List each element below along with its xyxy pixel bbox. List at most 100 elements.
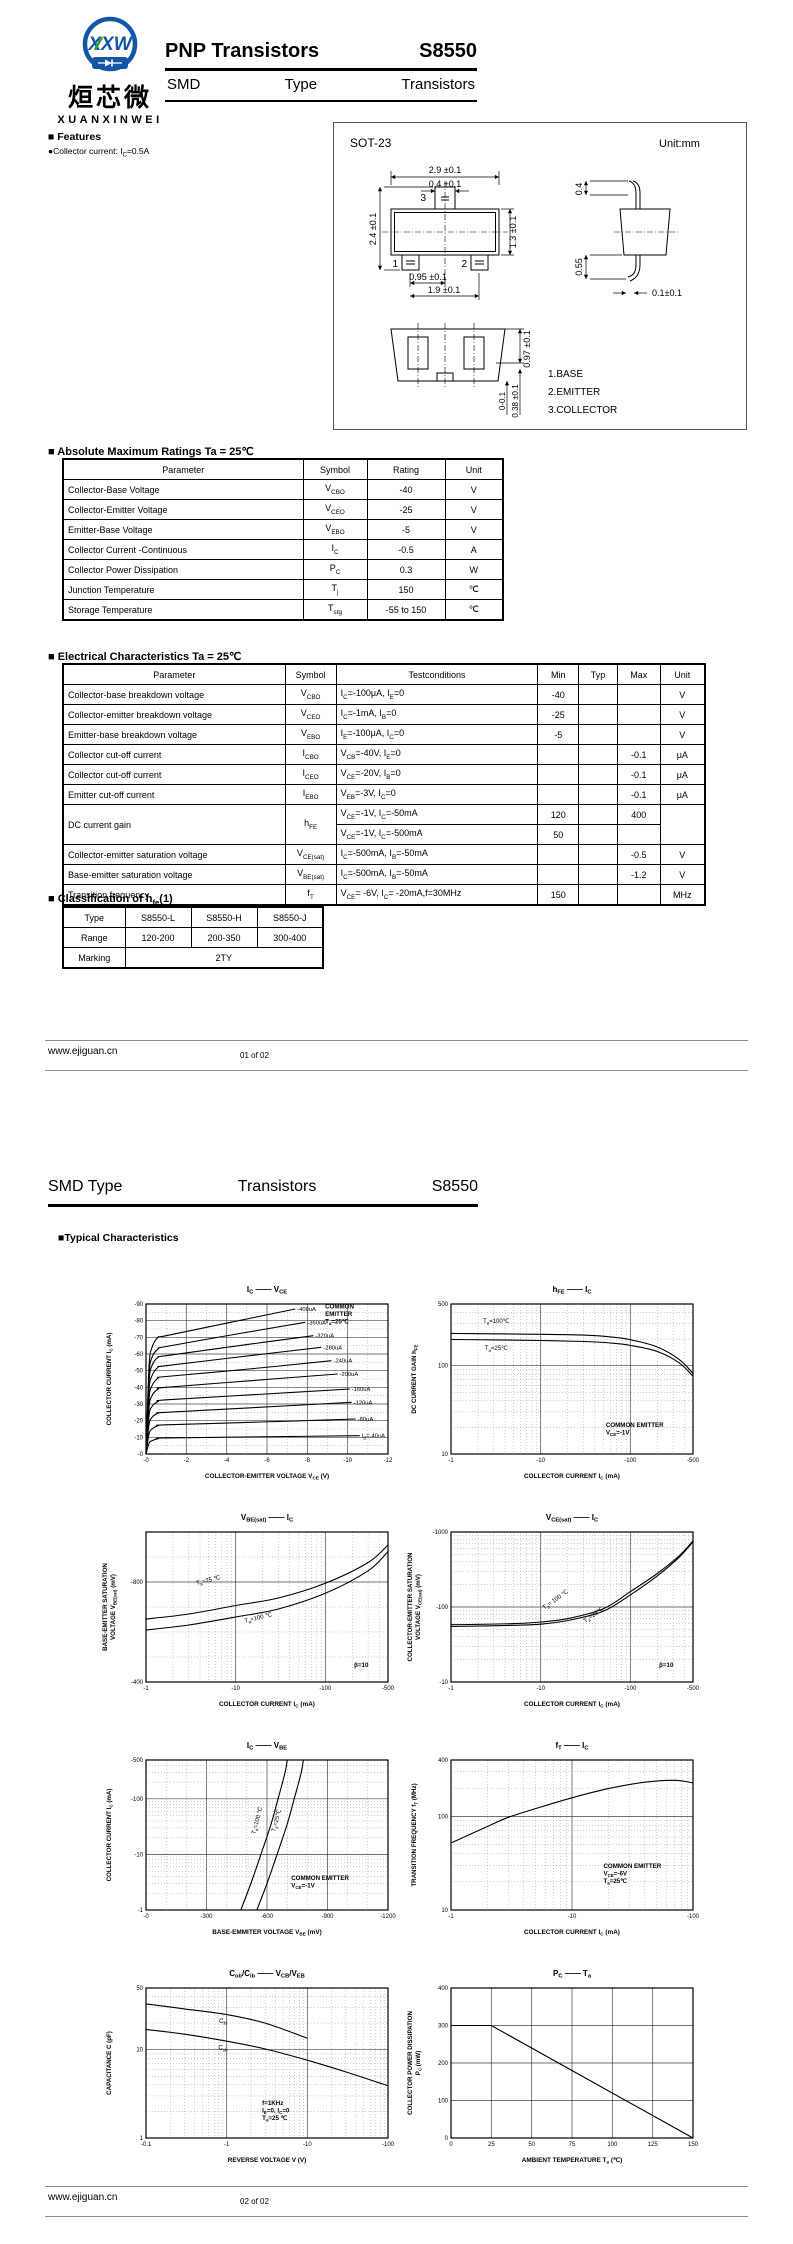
y-axis-label: CAPACITANCE C (pF)	[106, 2031, 113, 2095]
chart-annotation: COMMON EMITTER	[291, 1875, 349, 1882]
table-cell: 150	[537, 884, 580, 906]
table-cell	[578, 844, 618, 865]
table-cell: -25	[537, 704, 580, 725]
table-cell: Tstg	[302, 599, 368, 621]
table-cell	[578, 764, 618, 785]
page2-header-center: Transistors	[237, 1178, 317, 1195]
table-row: Type S8550-L S8550-H S8550-J	[62, 906, 324, 928]
table-row: Collector-emitter breakdown voltage VCEO I…	[62, 704, 706, 725]
table-cell: 50	[537, 824, 580, 845]
series-curve	[145, 1401, 352, 1455]
dimension-label: 0.4	[574, 183, 584, 196]
footer-rule-top	[45, 2186, 748, 2187]
chart-svg: -0 -300 -600 -900 -1200 -1 -10 -100 -500 Ta=100 ℃…	[106, 1741, 396, 1937]
y-axis-label: COLLECTOR CURRENT IC (mA)	[106, 1333, 114, 1426]
chart-pc-ta: 0 25 50 75 100 125 150 0 100 200 300 400 PC —— Ta AMB…	[405, 1964, 705, 2179]
column-header: Max	[616, 663, 661, 685]
y-tick-label: -400	[131, 1680, 144, 1686]
x-axis-label: COLLECTOR CURRENT IC (mA)	[524, 1473, 620, 1481]
chart-annotation: Ta=25 ℃	[262, 2115, 287, 2123]
table-cell	[616, 704, 661, 725]
footer-page-number: 02 of 02	[240, 2197, 269, 2206]
table-cell: Transition frequency	[62, 884, 286, 906]
series-curve	[450, 1338, 694, 1377]
curve-end-label: -160uA	[352, 1387, 371, 1393]
subtitle-smd: SMD	[167, 76, 201, 93]
chart-ic-vbe: -0 -300 -600 -900 -1200 -1 -10 -100 -500 Ta=100 ℃…	[100, 1736, 400, 1951]
table-cell: Collector Current -Continuous	[62, 539, 304, 560]
table-cell: IC=-100μA, IE=0	[335, 684, 539, 705]
table-cell: μA	[659, 764, 706, 785]
table-cell: hFE	[284, 804, 337, 845]
x-tick-label: -1	[448, 1686, 454, 1692]
x-tick-label: -2	[184, 1458, 190, 1464]
series-curve	[145, 2028, 389, 2087]
table-cell: Marking	[62, 947, 126, 969]
table-cell: -0.5	[366, 539, 446, 560]
column-header: Symbol	[302, 458, 368, 480]
column-header: Unit	[659, 663, 706, 685]
x-tick-label: -100	[319, 1686, 332, 1692]
y-tick-label: 100	[438, 1814, 449, 1820]
table-cell: VEBO	[302, 519, 368, 540]
series-curve	[256, 1759, 304, 1911]
x-tick-label: -100	[687, 1914, 700, 1920]
table-cell: A	[444, 539, 504, 560]
curve-end-label: -320uA	[315, 1334, 334, 1340]
table-cell: -0.5	[616, 844, 661, 865]
table-cell: 2TY	[124, 947, 324, 969]
features-heading: ■ Features	[48, 131, 102, 143]
table-cell: 400	[616, 804, 661, 825]
series-curve	[145, 1418, 356, 1455]
table-cell: -0.1	[616, 764, 661, 785]
dimension-label: 0.1±0.1	[652, 288, 682, 298]
package-outline-box: SOT-23 Unit:mm 2.9 ±0.1 0.4 ±0.1 2.4 ±0.…	[333, 122, 747, 430]
y-tick-label: -10	[134, 1435, 143, 1441]
series-curve	[450, 1541, 694, 1628]
column-header: Symbol	[284, 663, 337, 685]
table-cell: -40	[366, 479, 446, 500]
curve-end-label: -400uA	[297, 1307, 316, 1313]
table-row: Transition frequency fT VCE= -6V, IC= -20m…	[62, 884, 706, 906]
hfe-class-heading: ■ Classification of hfe(1)	[48, 893, 173, 908]
y-tick-label: -50	[134, 1369, 143, 1375]
typical-characteristics-heading: ■Typical Characteristics	[58, 1232, 179, 1244]
pin-number: 1	[392, 259, 398, 270]
hfe-class-table: Type S8550-L S8550-H S8550-J Range 120-200 200…	[62, 906, 324, 969]
table-cell: -40	[537, 684, 580, 705]
dimension-label: 1.3 ±0.1	[508, 216, 518, 248]
chart-annotation: VCE=-6V	[603, 1871, 627, 1879]
table-cell: Junction Temperature	[62, 579, 304, 600]
y-axis-label: VOLTAGE VCE(sat) (mV)	[415, 1574, 423, 1640]
y-tick-label: -60	[134, 1352, 143, 1358]
pin-number: 3	[420, 193, 426, 204]
package-name: SOT-23	[350, 136, 392, 150]
table-cell: Collector-emitter saturation voltage	[62, 844, 286, 865]
table-cell	[578, 804, 618, 825]
table-cell: VCEO	[302, 499, 368, 520]
table-cell: VCB=-40V, IE=0	[335, 744, 539, 765]
chart-svg: -1 -10 -100 10 100 400 COMMON EMITTERVCE=-6VTa…	[411, 1741, 700, 1937]
table-cell: -25	[366, 499, 446, 520]
column-header: Typ	[578, 663, 618, 685]
table-cell: MHz	[659, 884, 706, 906]
y-tick-label: -10	[134, 1852, 143, 1858]
table-row: Collector-emitter saturation voltage VCE(…	[62, 844, 706, 865]
pin-name: 1.BASE	[548, 369, 583, 380]
x-tick-label: -12	[384, 1458, 393, 1464]
table-cell	[616, 684, 661, 705]
column-header: Min	[537, 663, 580, 685]
chart-annotation: f=1KHz	[262, 2100, 283, 2107]
table-cell	[616, 724, 661, 745]
table-cell: Collector-base breakdown voltage	[62, 684, 286, 705]
curve-label: Cib	[219, 2019, 227, 2026]
x-tick-label: -1	[224, 2142, 230, 2148]
chart-annotation: Ta=25℃	[325, 1319, 349, 1327]
table-cell	[578, 824, 618, 845]
table-cell: Storage Temperature	[62, 599, 304, 621]
table-cell: V	[659, 844, 706, 865]
y-tick-label: -100	[131, 1797, 144, 1803]
y-tick-label: 10	[441, 1452, 448, 1458]
curve-end-label: -200uA	[340, 1372, 359, 1378]
table-cell: DC current gain	[62, 804, 286, 845]
